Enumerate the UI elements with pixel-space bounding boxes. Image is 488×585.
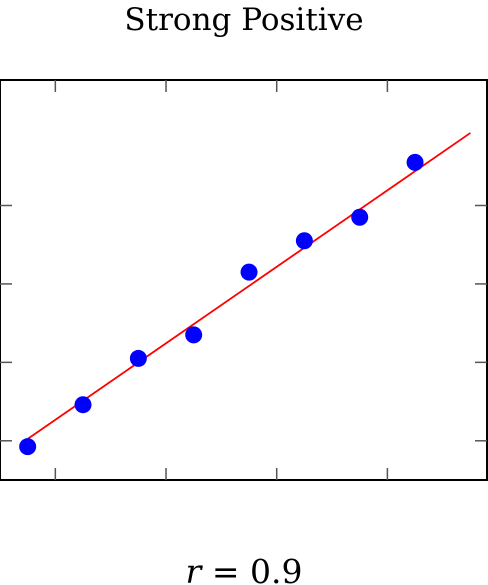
data-point [406, 153, 424, 171]
correlation-caption: r = 0.9 [186, 552, 303, 585]
regression-line [21, 132, 471, 444]
data-point [185, 326, 203, 344]
data-point [129, 349, 147, 367]
caption-variable: r [186, 552, 204, 585]
data-point [74, 396, 92, 414]
plot-frame [0, 79, 488, 481]
caption-value: 0.9 [250, 552, 302, 585]
chart-title: Strong Positive [124, 2, 363, 38]
data-points [19, 153, 424, 456]
data-point [351, 208, 369, 226]
caption-operator: = [201, 552, 250, 585]
tick-marks [0, 80, 487, 480]
data-point [19, 438, 37, 456]
data-point [240, 263, 258, 281]
data-point [295, 232, 313, 250]
